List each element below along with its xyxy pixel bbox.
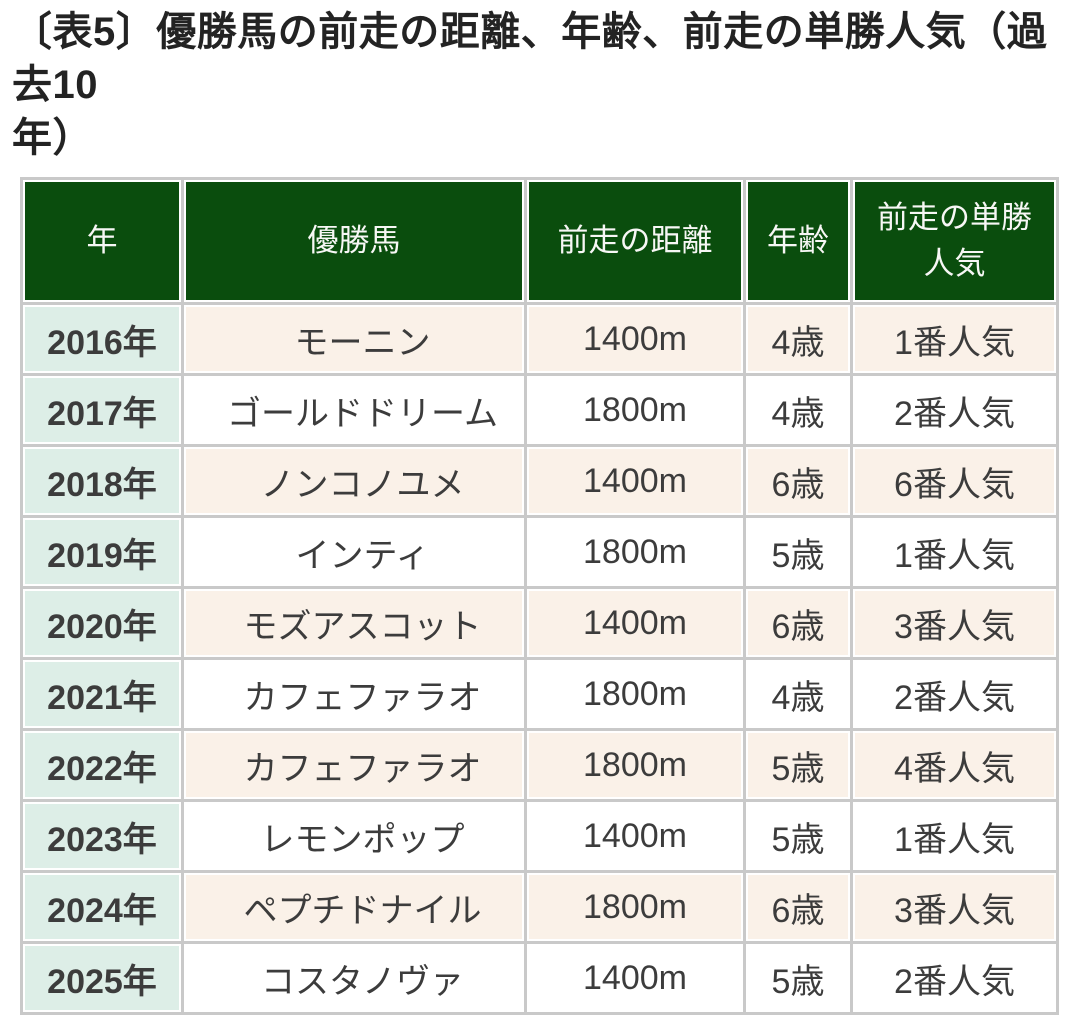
table-header-row: 年 優勝馬 前走の距離 年齢 前走の単勝 人気 bbox=[23, 180, 1056, 303]
table-row: 2016年 モーニン 1400m 4歳 1番人気 bbox=[23, 305, 1056, 374]
age-cell: 6歳 bbox=[746, 589, 850, 658]
header-popularity: 前走の単勝 人気 bbox=[853, 180, 1056, 303]
header-year: 年 bbox=[23, 180, 181, 303]
table-row: 2025年 コスタノヴァ 1400m 5歳 2番人気 bbox=[23, 944, 1056, 1013]
table-row: 2024年 ペプチドナイル 1800m 6歳 3番人気 bbox=[23, 873, 1056, 942]
popularity-cell: 1番人気 bbox=[853, 802, 1056, 871]
distance-cell: 1800m bbox=[527, 731, 743, 800]
distance-cell: 1800m bbox=[527, 376, 743, 445]
page-title-line1: 〔表5〕優勝馬の前走の距離、年齢、前走の単勝人気（過去10 bbox=[12, 10, 1048, 107]
age-cell: 5歳 bbox=[746, 731, 850, 800]
popularity-cell: 1番人気 bbox=[853, 305, 1056, 374]
popularity-cell: 4番人気 bbox=[853, 731, 1056, 800]
page-title-line2: 年） bbox=[12, 115, 93, 160]
age-cell: 5歳 bbox=[746, 944, 850, 1013]
popularity-cell: 3番人気 bbox=[853, 873, 1056, 942]
horse-cell: ノンコノユメ bbox=[184, 447, 524, 516]
distance-cell: 1400m bbox=[527, 944, 743, 1013]
distance-cell: 1400m bbox=[527, 447, 743, 516]
distance-cell: 1400m bbox=[527, 802, 743, 871]
page-title: 〔表5〕優勝馬の前走の距離、年齢、前走の単勝人気（過去10 年） bbox=[12, 6, 1066, 164]
table-row: 2017年 ゴールドドリーム 1800m 4歳 2番人気 bbox=[23, 376, 1056, 445]
horse-cell: モーニン bbox=[184, 305, 524, 374]
year-cell: 2025年 bbox=[23, 944, 181, 1013]
header-horse: 優勝馬 bbox=[184, 180, 524, 303]
distance-cell: 1800m bbox=[527, 518, 743, 587]
age-cell: 5歳 bbox=[746, 802, 850, 871]
horse-cell: インティ bbox=[184, 518, 524, 587]
table-row: 2020年 モズアスコット 1400m 6歳 3番人気 bbox=[23, 589, 1056, 658]
table-header: 年 優勝馬 前走の距離 年齢 前走の単勝 人気 bbox=[23, 180, 1056, 303]
year-cell: 2017年 bbox=[23, 376, 181, 445]
popularity-cell: 1番人気 bbox=[853, 518, 1056, 587]
popularity-cell: 6番人気 bbox=[853, 447, 1056, 516]
table-row: 2022年 カフェファラオ 1800m 5歳 4番人気 bbox=[23, 731, 1056, 800]
age-cell: 4歳 bbox=[746, 376, 850, 445]
age-cell: 5歳 bbox=[746, 518, 850, 587]
year-cell: 2024年 bbox=[23, 873, 181, 942]
age-cell: 6歳 bbox=[746, 873, 850, 942]
distance-cell: 1800m bbox=[527, 873, 743, 942]
age-cell: 6歳 bbox=[746, 447, 850, 516]
year-cell: 2020年 bbox=[23, 589, 181, 658]
table-body: 2016年 モーニン 1400m 4歳 1番人気 2017年 ゴールドドリーム 1800m 4歳… bbox=[23, 305, 1056, 1013]
table-row: 2019年 インティ 1800m 5歳 1番人気 bbox=[23, 518, 1056, 587]
horse-cell: レモンポップ bbox=[184, 802, 524, 871]
winners-table: 年 優勝馬 前走の距離 年齢 前走の単勝 人気 2016年 モーニン 1400m 4歳… bbox=[20, 177, 1059, 1016]
horse-cell: ペプチドナイル bbox=[184, 873, 524, 942]
header-distance: 前走の距離 bbox=[527, 180, 743, 303]
popularity-cell: 3番人気 bbox=[853, 589, 1056, 658]
table-row: 2023年 レモンポップ 1400m 5歳 1番人気 bbox=[23, 802, 1056, 871]
year-cell: 2023年 bbox=[23, 802, 181, 871]
year-cell: 2016年 bbox=[23, 305, 181, 374]
horse-cell: カフェファラオ bbox=[184, 731, 524, 800]
table-row: 2018年 ノンコノユメ 1400m 6歳 6番人気 bbox=[23, 447, 1056, 516]
horse-cell: カフェファラオ bbox=[184, 660, 524, 729]
age-cell: 4歳 bbox=[746, 305, 850, 374]
horse-cell: モズアスコット bbox=[184, 589, 524, 658]
popularity-cell: 2番人気 bbox=[853, 944, 1056, 1013]
header-age: 年齢 bbox=[746, 180, 850, 303]
horse-cell: ゴールドドリーム bbox=[184, 376, 524, 445]
distance-cell: 1800m bbox=[527, 660, 743, 729]
popularity-cell: 2番人気 bbox=[853, 660, 1056, 729]
table-row: 2021年 カフェファラオ 1800m 4歳 2番人気 bbox=[23, 660, 1056, 729]
distance-cell: 1400m bbox=[527, 589, 743, 658]
year-cell: 2021年 bbox=[23, 660, 181, 729]
age-cell: 4歳 bbox=[746, 660, 850, 729]
popularity-cell: 2番人気 bbox=[853, 376, 1056, 445]
year-cell: 2019年 bbox=[23, 518, 181, 587]
horse-cell: コスタノヴァ bbox=[184, 944, 524, 1013]
year-cell: 2022年 bbox=[23, 731, 181, 800]
distance-cell: 1400m bbox=[527, 305, 743, 374]
year-cell: 2018年 bbox=[23, 447, 181, 516]
